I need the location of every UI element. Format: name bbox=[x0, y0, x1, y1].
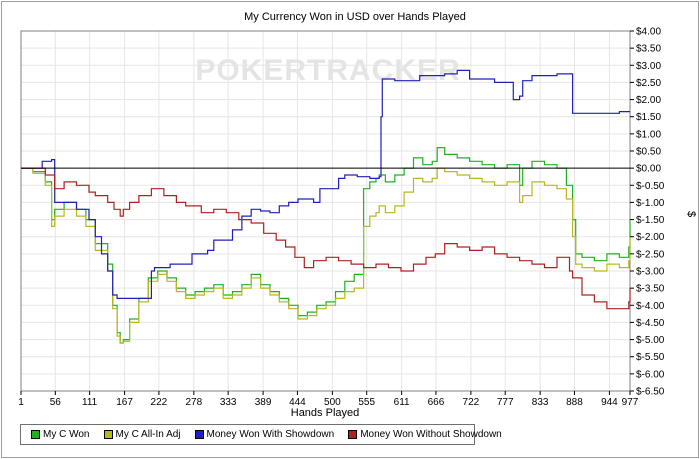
x-axis-ticks: 1 56 111 167 222 278 333 389 444 500 555 611 666 722 7… bbox=[18, 391, 639, 408]
y-tick-label: $4.00 bbox=[636, 27, 661, 38]
y-tick-label: $-5.50 bbox=[636, 352, 665, 363]
y-axis-ticks: $4.00 $3.50 $3.00 $2.50 $2.00 $1.50 $1.00 $0.50… bbox=[630, 27, 665, 398]
watermark-logo: POKERTRACKER bbox=[195, 54, 460, 87]
y-tick-label: $-4.00 bbox=[636, 301, 665, 312]
y-tick-label: $-6.50 bbox=[636, 387, 665, 398]
y-tick-label: $-2.00 bbox=[636, 232, 665, 243]
y-tick-label: $-6.00 bbox=[636, 369, 665, 380]
series-group bbox=[21, 69, 631, 344]
y-tick-label: $-1.50 bbox=[636, 215, 665, 226]
y-tick-label: $-3.00 bbox=[636, 267, 665, 278]
x-tick-label: 56 bbox=[50, 397, 62, 408]
y-tick-label: $1.00 bbox=[636, 129, 661, 140]
y-tick-label: $-5.00 bbox=[636, 335, 665, 346]
legend-item-4: Money Won Without Showdown bbox=[348, 429, 502, 440]
x-tick-label: 389 bbox=[255, 397, 272, 408]
x-tick-label: 944 bbox=[601, 397, 618, 408]
x-tick-label: 888 bbox=[566, 397, 583, 408]
y-tick-label: $-1.00 bbox=[636, 198, 665, 209]
x-tick-label: 167 bbox=[116, 397, 133, 408]
grid bbox=[20, 30, 631, 392]
legend-label: My C All-In Adj bbox=[115, 429, 181, 440]
legend-swatch bbox=[31, 430, 40, 439]
legend-label: Money Won With Showdown bbox=[206, 429, 335, 440]
y-tick-label: $2.00 bbox=[636, 95, 661, 106]
legend-label: My C Won bbox=[43, 429, 90, 440]
series-line-1 bbox=[21, 147, 631, 344]
y-tick-label: $0.00 bbox=[636, 164, 661, 175]
x-tick-label: 833 bbox=[532, 397, 549, 408]
legend-item-1: My C Won bbox=[31, 429, 90, 440]
x-axis-label: Hands Played bbox=[291, 407, 360, 419]
legend-swatch bbox=[103, 430, 113, 439]
x-tick-label: 666 bbox=[428, 397, 445, 408]
y-tick-label: $-4.50 bbox=[636, 318, 665, 329]
x-tick-label: 777 bbox=[497, 397, 514, 408]
legend-item-2: My C All-In Adj bbox=[103, 429, 181, 440]
chart-title: My Currency Won in USD over Hands Played bbox=[244, 11, 466, 23]
y-tick-label: $-2.50 bbox=[636, 249, 665, 260]
x-tick-label: 111 bbox=[82, 397, 98, 408]
x-tick-label: 977 bbox=[622, 397, 639, 408]
x-tick-label: 611 bbox=[394, 397, 410, 408]
x-tick-label: 444 bbox=[289, 397, 306, 408]
chart-legend: My C Won My C All-In Adj Money Won With Sh… bbox=[20, 424, 502, 445]
y-tick-label: $0.50 bbox=[636, 147, 661, 158]
series-line-2 bbox=[21, 167, 631, 344]
plot-area bbox=[20, 30, 631, 392]
y-axis-label: $ bbox=[685, 211, 697, 217]
x-tick-label: 333 bbox=[220, 397, 237, 408]
y-tick-label: $3.00 bbox=[636, 61, 661, 72]
x-tick-label: 555 bbox=[358, 397, 375, 408]
series-line-4 bbox=[21, 167, 631, 310]
x-tick-label: 722 bbox=[463, 397, 480, 408]
legend-swatch bbox=[194, 430, 204, 439]
y-tick-label: $2.50 bbox=[636, 78, 661, 89]
y-tick-label: $-3.50 bbox=[636, 284, 665, 295]
y-tick-label: $3.50 bbox=[636, 44, 661, 55]
legend-item-3: Money Won With Showdown bbox=[194, 429, 335, 440]
x-tick-label: 278 bbox=[185, 397, 202, 408]
legend-label: Money Won Without Showdown bbox=[360, 429, 502, 440]
y-tick-label: $-0.50 bbox=[636, 181, 665, 192]
legend-swatch bbox=[348, 430, 358, 439]
x-tick-label: 500 bbox=[324, 397, 341, 408]
y-tick-label: $1.50 bbox=[636, 112, 661, 123]
series-line-3 bbox=[21, 69, 630, 299]
x-tick-label: 222 bbox=[151, 397, 168, 408]
x-tick-label: 1 bbox=[18, 397, 24, 408]
